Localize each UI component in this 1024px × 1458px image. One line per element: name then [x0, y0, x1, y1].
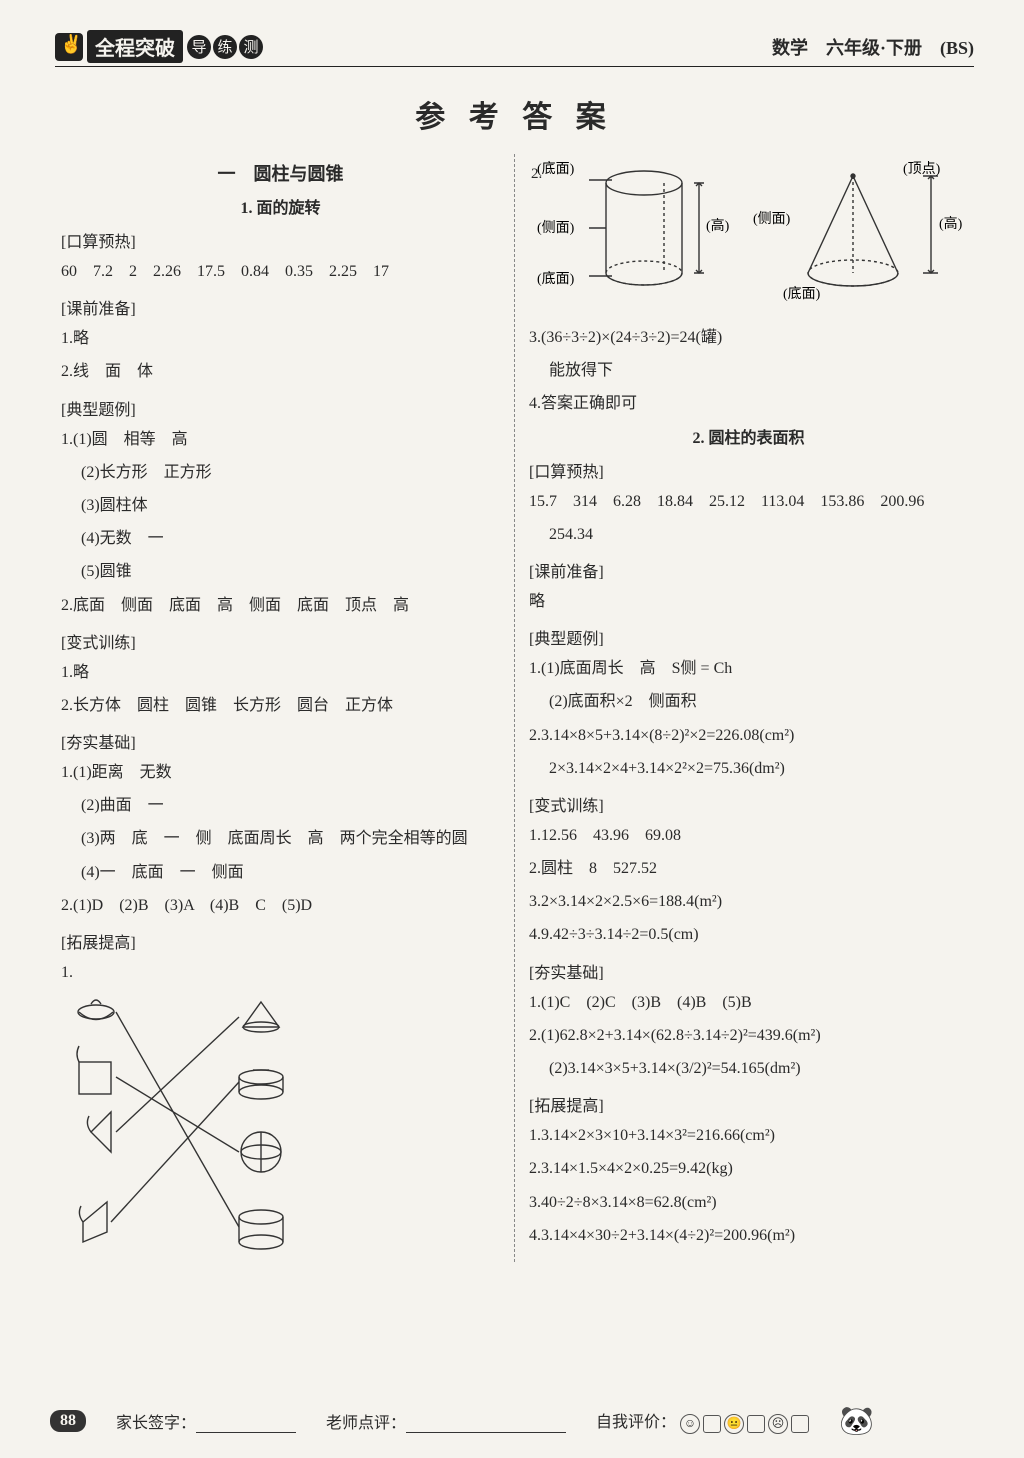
answer-line: (4)无数 一 [61, 525, 500, 552]
heading-prep: [课前准备] [529, 558, 968, 582]
answer-line: 2.线 面 体 [61, 358, 500, 385]
answer-line: 4.9.42÷3÷3.14÷2=0.5(cm) [529, 921, 968, 948]
answer-line: 2.3.14×1.5×4×2×0.25=9.42(kg) [529, 1155, 968, 1182]
label-top: (底面) [537, 161, 575, 177]
page-number: 88 [50, 1410, 86, 1432]
answer-line: 1.略 [61, 325, 500, 352]
footer-bar: 88 家长签字： 老师点评： 自我评价： ☺ 😐 ☹ 🐼 [50, 1404, 974, 1438]
parent-sign-text: 家长签字： [116, 1415, 196, 1432]
checkbox[interactable] [791, 1415, 809, 1433]
brand-name: 全程突破 [87, 30, 183, 63]
heading-extend: [拓展提高] [529, 1092, 968, 1116]
heading-basic: [夯实基础] [61, 729, 500, 753]
heading-prep: [课前准备] [61, 295, 500, 319]
teacher-comment-label: 老师点评： [326, 1409, 566, 1433]
mascot-icon: 🐼 [839, 1404, 874, 1438]
heading-example: [典型题例] [61, 396, 500, 420]
heading-basic: [夯实基础] [529, 959, 968, 983]
circle-3: 测 [239, 35, 263, 59]
heading-mental: [口算预热] [61, 228, 500, 252]
answer-line: 15.7 314 6.28 18.84 25.12 113.04 153.86 … [529, 488, 968, 515]
answer-line: 2.(1)62.8×2+3.14×(62.8÷3.14÷2)²=439.6(m²… [529, 1022, 968, 1049]
sad-icon: ☹ [768, 1414, 788, 1434]
heading-extend: [拓展提高] [61, 929, 500, 953]
answer-line: 2.(1)D (2)B (3)A (4)B C (5)D [61, 892, 500, 919]
answer-line: 2×3.14×2×4+3.14×2²×2=75.36(dm²) [529, 755, 968, 782]
checkbox[interactable] [747, 1415, 765, 1433]
heading-variant: [变式训练] [529, 792, 968, 816]
self-eval-label: 自我评价： ☺ 😐 ☹ [596, 1408, 809, 1434]
cone-diagram: (顶点) (侧面) (高) (底面) [743, 158, 963, 308]
lesson-title-2: 2. 圆柱的表面积 [529, 424, 968, 448]
header-bar: 全程突破 导 练 测 数学 六年级·下册 (BS) [55, 30, 974, 67]
answer-line: 1.(1)距离 无数 [61, 759, 500, 786]
page-title: 参 考 答 案 [55, 92, 974, 136]
header-right: 数学 六年级·下册 (BS) [772, 34, 974, 60]
self-eval-text: 自我评价： [596, 1414, 676, 1431]
label-bot: (底面) [537, 271, 575, 287]
label-h: (高) [706, 217, 730, 234]
circle-2: 练 [213, 35, 237, 59]
content-columns: 一 圆柱与圆锥 1. 面的旋转 [口算预热] 60 7.2 2 2.26 17.… [55, 154, 974, 1262]
logo: 全程突破 导 练 测 [55, 30, 263, 63]
answer-line: 3.40÷2÷8×3.14×8=62.8(cm²) [529, 1189, 968, 1216]
answer-line: 1.3.14×2×3×10+3.14×3²=216.66(cm²) [529, 1122, 968, 1149]
heading-example: [典型题例] [529, 625, 968, 649]
answer-line: 4.3.14×4×30÷2+3.14×(4÷2)²=200.96(m²) [529, 1222, 968, 1249]
answer-line: 能放得下 [529, 357, 968, 384]
checkbox[interactable] [703, 1415, 721, 1433]
answer-line: (3)圆柱体 [61, 492, 500, 519]
answer-line: 60 7.2 2 2.26 17.5 0.84 0.35 2.25 17 [61, 258, 500, 285]
right-column: (底面) (侧面) (底面) (高) (顶点) (侧面) [515, 154, 974, 1262]
circle-1: 导 [187, 35, 211, 59]
label-bot: (底面) [783, 286, 821, 302]
answer-line: 2.长方体 圆柱 圆锥 长方形 圆台 正方体 [61, 692, 500, 719]
heading-mental: [口算预热] [529, 458, 968, 482]
signature-line [196, 1432, 296, 1433]
brand-circles: 导 练 测 [187, 35, 263, 59]
parent-sign-label: 家长签字： [116, 1409, 296, 1433]
answer-line: 1. [61, 959, 500, 986]
answer-line: (4)一 底面 一 侧面 [61, 859, 500, 886]
answer-line: 3.2×3.14×2×2.5×6=188.4(m²) [529, 888, 968, 915]
answer-line: 4.答案正确即可 [529, 390, 968, 417]
answer-line: 1.(1)圆 相等 高 [61, 426, 500, 453]
answer-line: 2.3.14×8×5+3.14×(8÷2)²×2=226.08(cm²) [529, 722, 968, 749]
label-side: (侧面) [753, 211, 791, 227]
answer-line: (3)两 底 一 侧 底面周长 高 两个完全相等的圆 [61, 825, 500, 852]
lesson-title-1: 1. 面的旋转 [61, 194, 500, 218]
answer-line: 3.(36÷3÷2)×(24÷3÷2)=24(罐) [529, 324, 968, 351]
unit-title: 一 圆柱与圆锥 [61, 160, 500, 186]
neutral-icon: 😐 [724, 1414, 744, 1434]
answer-line: 1.略 [61, 659, 500, 686]
teacher-comment-text: 老师点评： [326, 1415, 406, 1432]
answer-line: 254.34 [529, 521, 968, 548]
answer-line: 1.(1)C (2)C (3)B (4)B (5)B [529, 989, 968, 1016]
label-h: (高) [939, 215, 963, 232]
answer-line: 2.圆柱 8 527.52 [529, 855, 968, 882]
self-eval-slots: ☺ 😐 ☹ [680, 1414, 809, 1434]
answer-line: 1.(1)底面周长 高 S侧 = Ch [529, 655, 968, 682]
label-apex: (顶点) [903, 161, 941, 177]
answer-line: (2)曲面 一 [61, 792, 500, 819]
left-column: 一 圆柱与圆锥 1. 面的旋转 [口算预热] 60 7.2 2 2.26 17.… [55, 154, 515, 1262]
answer-line: (2)长方形 正方形 [61, 459, 500, 486]
comment-line [406, 1432, 566, 1433]
smile-icon: ☺ [680, 1414, 700, 1434]
logo-icon [55, 33, 83, 61]
answer-line: (2)底面积×2 侧面积 [529, 688, 968, 715]
matching-diagram [61, 992, 321, 1262]
answer-line: (2)3.14×3×5+3.14×(3/2)²=54.165(dm²) [529, 1055, 968, 1082]
answer-line: 略 [529, 588, 968, 615]
cylinder-diagram: (底面) (侧面) (底面) (高) [534, 158, 734, 308]
answer-line: 1.12.56 43.96 69.08 [529, 822, 968, 849]
labelled-solids: (底面) (侧面) (底面) (高) (顶点) (侧面) [529, 158, 968, 308]
answer-line: 2.底面 侧面 底面 高 侧面 底面 顶点 高 [61, 592, 500, 619]
heading-variant: [变式训练] [61, 629, 500, 653]
label-side: (侧面) [537, 220, 575, 236]
answer-line: (5)圆锥 [61, 558, 500, 585]
